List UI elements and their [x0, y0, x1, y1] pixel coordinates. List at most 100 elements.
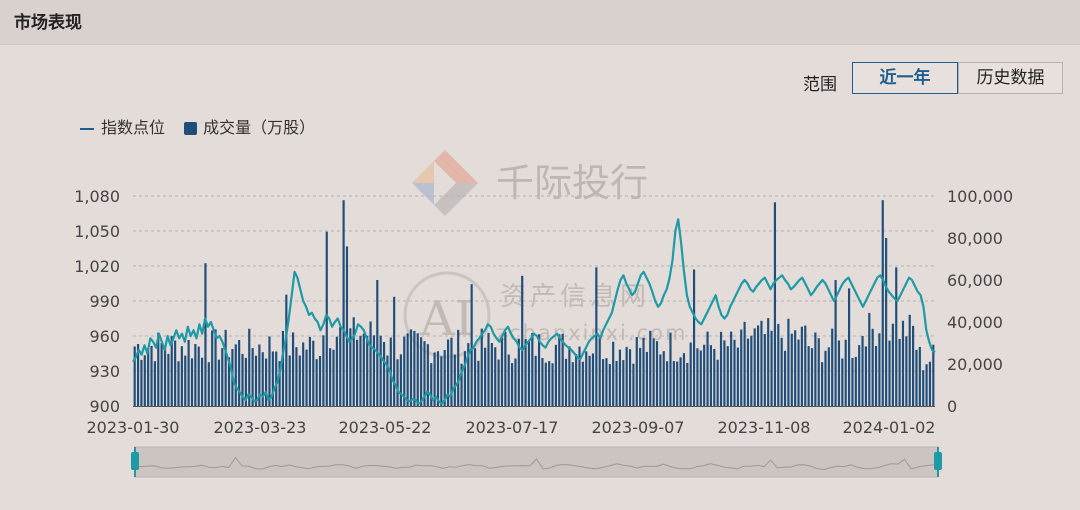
volume-bar: [679, 357, 682, 406]
volume-bar: [858, 345, 861, 406]
volume-bar: [339, 327, 342, 406]
volume-bar: [622, 360, 625, 406]
volume-bar: [500, 335, 504, 406]
x-tick-label: 2024-01-02: [843, 418, 936, 437]
volume-bar: [635, 337, 638, 406]
volume-bar: [736, 347, 739, 406]
volume-bar: [753, 328, 756, 406]
volume-bar: [318, 356, 322, 406]
volume-bar: [150, 345, 153, 406]
volume-bar: [608, 363, 611, 406]
x-tick-label: 2023-07-17: [466, 418, 559, 437]
volume-bar: [133, 346, 136, 406]
volume-bar: [615, 360, 618, 406]
left-tick-label: 1,050: [74, 222, 120, 241]
volume-bar: [777, 323, 780, 406]
volume-bar: [726, 346, 729, 406]
chart-legend[interactable]: 指数点位 成交量（万股）: [80, 114, 329, 138]
volume-bar: [733, 339, 736, 406]
volume-bar: [659, 354, 662, 406]
volume-bar: [298, 355, 301, 406]
volume-bar: [265, 358, 268, 406]
line-swatch-icon: [80, 127, 94, 130]
volume-bar: [628, 349, 632, 406]
volume-bar: [224, 329, 227, 406]
volume-bar: [446, 339, 450, 406]
volume-bar: [473, 348, 477, 406]
volume-bar: [548, 361, 551, 406]
volume-bar: [757, 325, 760, 406]
volume-bar: [227, 357, 231, 406]
volume-bar: [322, 335, 325, 406]
volume-bar: [440, 356, 443, 406]
volume-bar: [214, 329, 217, 406]
volume-bar: [689, 342, 692, 406]
volume-bar: [221, 348, 224, 406]
volume-bar: [504, 332, 507, 406]
volume-bar: [837, 340, 841, 406]
right-tick-label: 100,000: [947, 187, 1013, 206]
history-data-button[interactable]: 历史数据: [958, 62, 1063, 94]
left-tick-label: 900: [89, 397, 120, 416]
volume-bar: [649, 330, 652, 406]
volume-bar: [891, 323, 894, 406]
volume-bar: [450, 337, 453, 406]
volume-bar: [932, 344, 935, 406]
range-label: 范围: [803, 75, 837, 95]
volume-bar: [918, 346, 921, 406]
legend-item-index[interactable]: 指数点位: [80, 114, 165, 138]
volume-bar: [844, 339, 847, 406]
volume-bar: [750, 335, 753, 406]
volume-bar: [928, 361, 932, 406]
volume-bar: [268, 336, 271, 406]
volume-bar: [561, 333, 564, 406]
volume-bar: [271, 351, 274, 406]
volume-bar: [797, 339, 800, 406]
volume-bar: [308, 336, 311, 406]
volume-bar: [851, 357, 854, 406]
x-tick-label: 2023-01-30: [87, 418, 180, 437]
volume-bar: [244, 357, 247, 406]
volume-bar: [905, 336, 908, 406]
volume-bar: [261, 352, 264, 406]
volume-bar: [329, 348, 332, 406]
volume-bar: [581, 361, 584, 406]
one-year-button[interactable]: 近一年: [852, 62, 958, 94]
volume-bar: [591, 353, 595, 406]
volume-bar: [537, 334, 541, 406]
volume-bar: [881, 200, 884, 406]
zoom-handle-right: [934, 452, 942, 470]
volume-bar: [901, 320, 905, 406]
volume-bar: [436, 351, 440, 406]
volume-bar: [922, 370, 925, 406]
legend-label-index: 指数点位: [101, 118, 166, 137]
volume-bar: [200, 357, 204, 406]
volume-bar: [743, 321, 746, 406]
volume-bar: [888, 340, 891, 406]
volume-bar: [393, 296, 396, 406]
legend-item-volume[interactable]: 成交量（万股）: [184, 114, 315, 138]
volume-bar: [841, 358, 844, 406]
right-tick-label: 20,000: [947, 355, 1003, 374]
volume-bar: [554, 344, 557, 406]
volume-bar: [406, 333, 409, 406]
volume-bar: [511, 363, 514, 406]
volume-bar: [645, 351, 648, 406]
volume-bar: [359, 335, 362, 406]
volume-bar: [760, 320, 763, 406]
volume-bar: [379, 335, 382, 406]
index-line: [132, 218, 936, 405]
volume-bar: [730, 331, 733, 406]
volume-bar: [676, 361, 679, 406]
volume-bar: [302, 342, 305, 406]
volume-bar: [895, 267, 898, 406]
volume-bar: [372, 335, 376, 406]
volume-bar: [140, 359, 143, 406]
volume-bar: [281, 330, 285, 406]
volume-bar: [699, 350, 702, 406]
volume-bar: [814, 332, 817, 406]
zoom-track: [134, 446, 939, 478]
volume-bar: [453, 354, 456, 406]
volume-bar: [147, 348, 150, 406]
